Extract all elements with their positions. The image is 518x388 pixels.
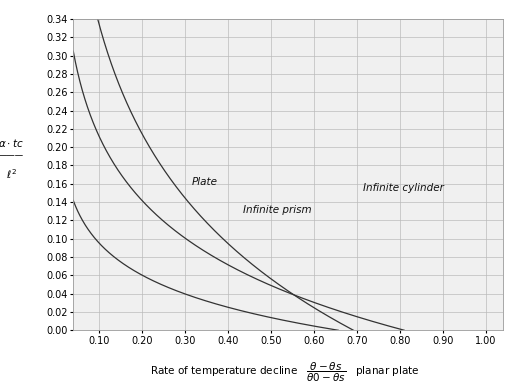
Text: Infinite prism: Infinite prism bbox=[243, 205, 312, 215]
Text: Rate of temperature decline   $\dfrac{\theta - \theta s}{\theta 0 - \theta s}$  : Rate of temperature decline $\dfrac{\the… bbox=[150, 361, 420, 384]
Text: ———: ——— bbox=[0, 151, 24, 161]
Text: Infinite cylinder: Infinite cylinder bbox=[363, 183, 444, 193]
Text: $\ell^2$: $\ell^2$ bbox=[6, 167, 17, 181]
Text: Plate: Plate bbox=[192, 177, 218, 187]
Text: $\alpha \cdot tc$: $\alpha \cdot tc$ bbox=[0, 137, 24, 149]
